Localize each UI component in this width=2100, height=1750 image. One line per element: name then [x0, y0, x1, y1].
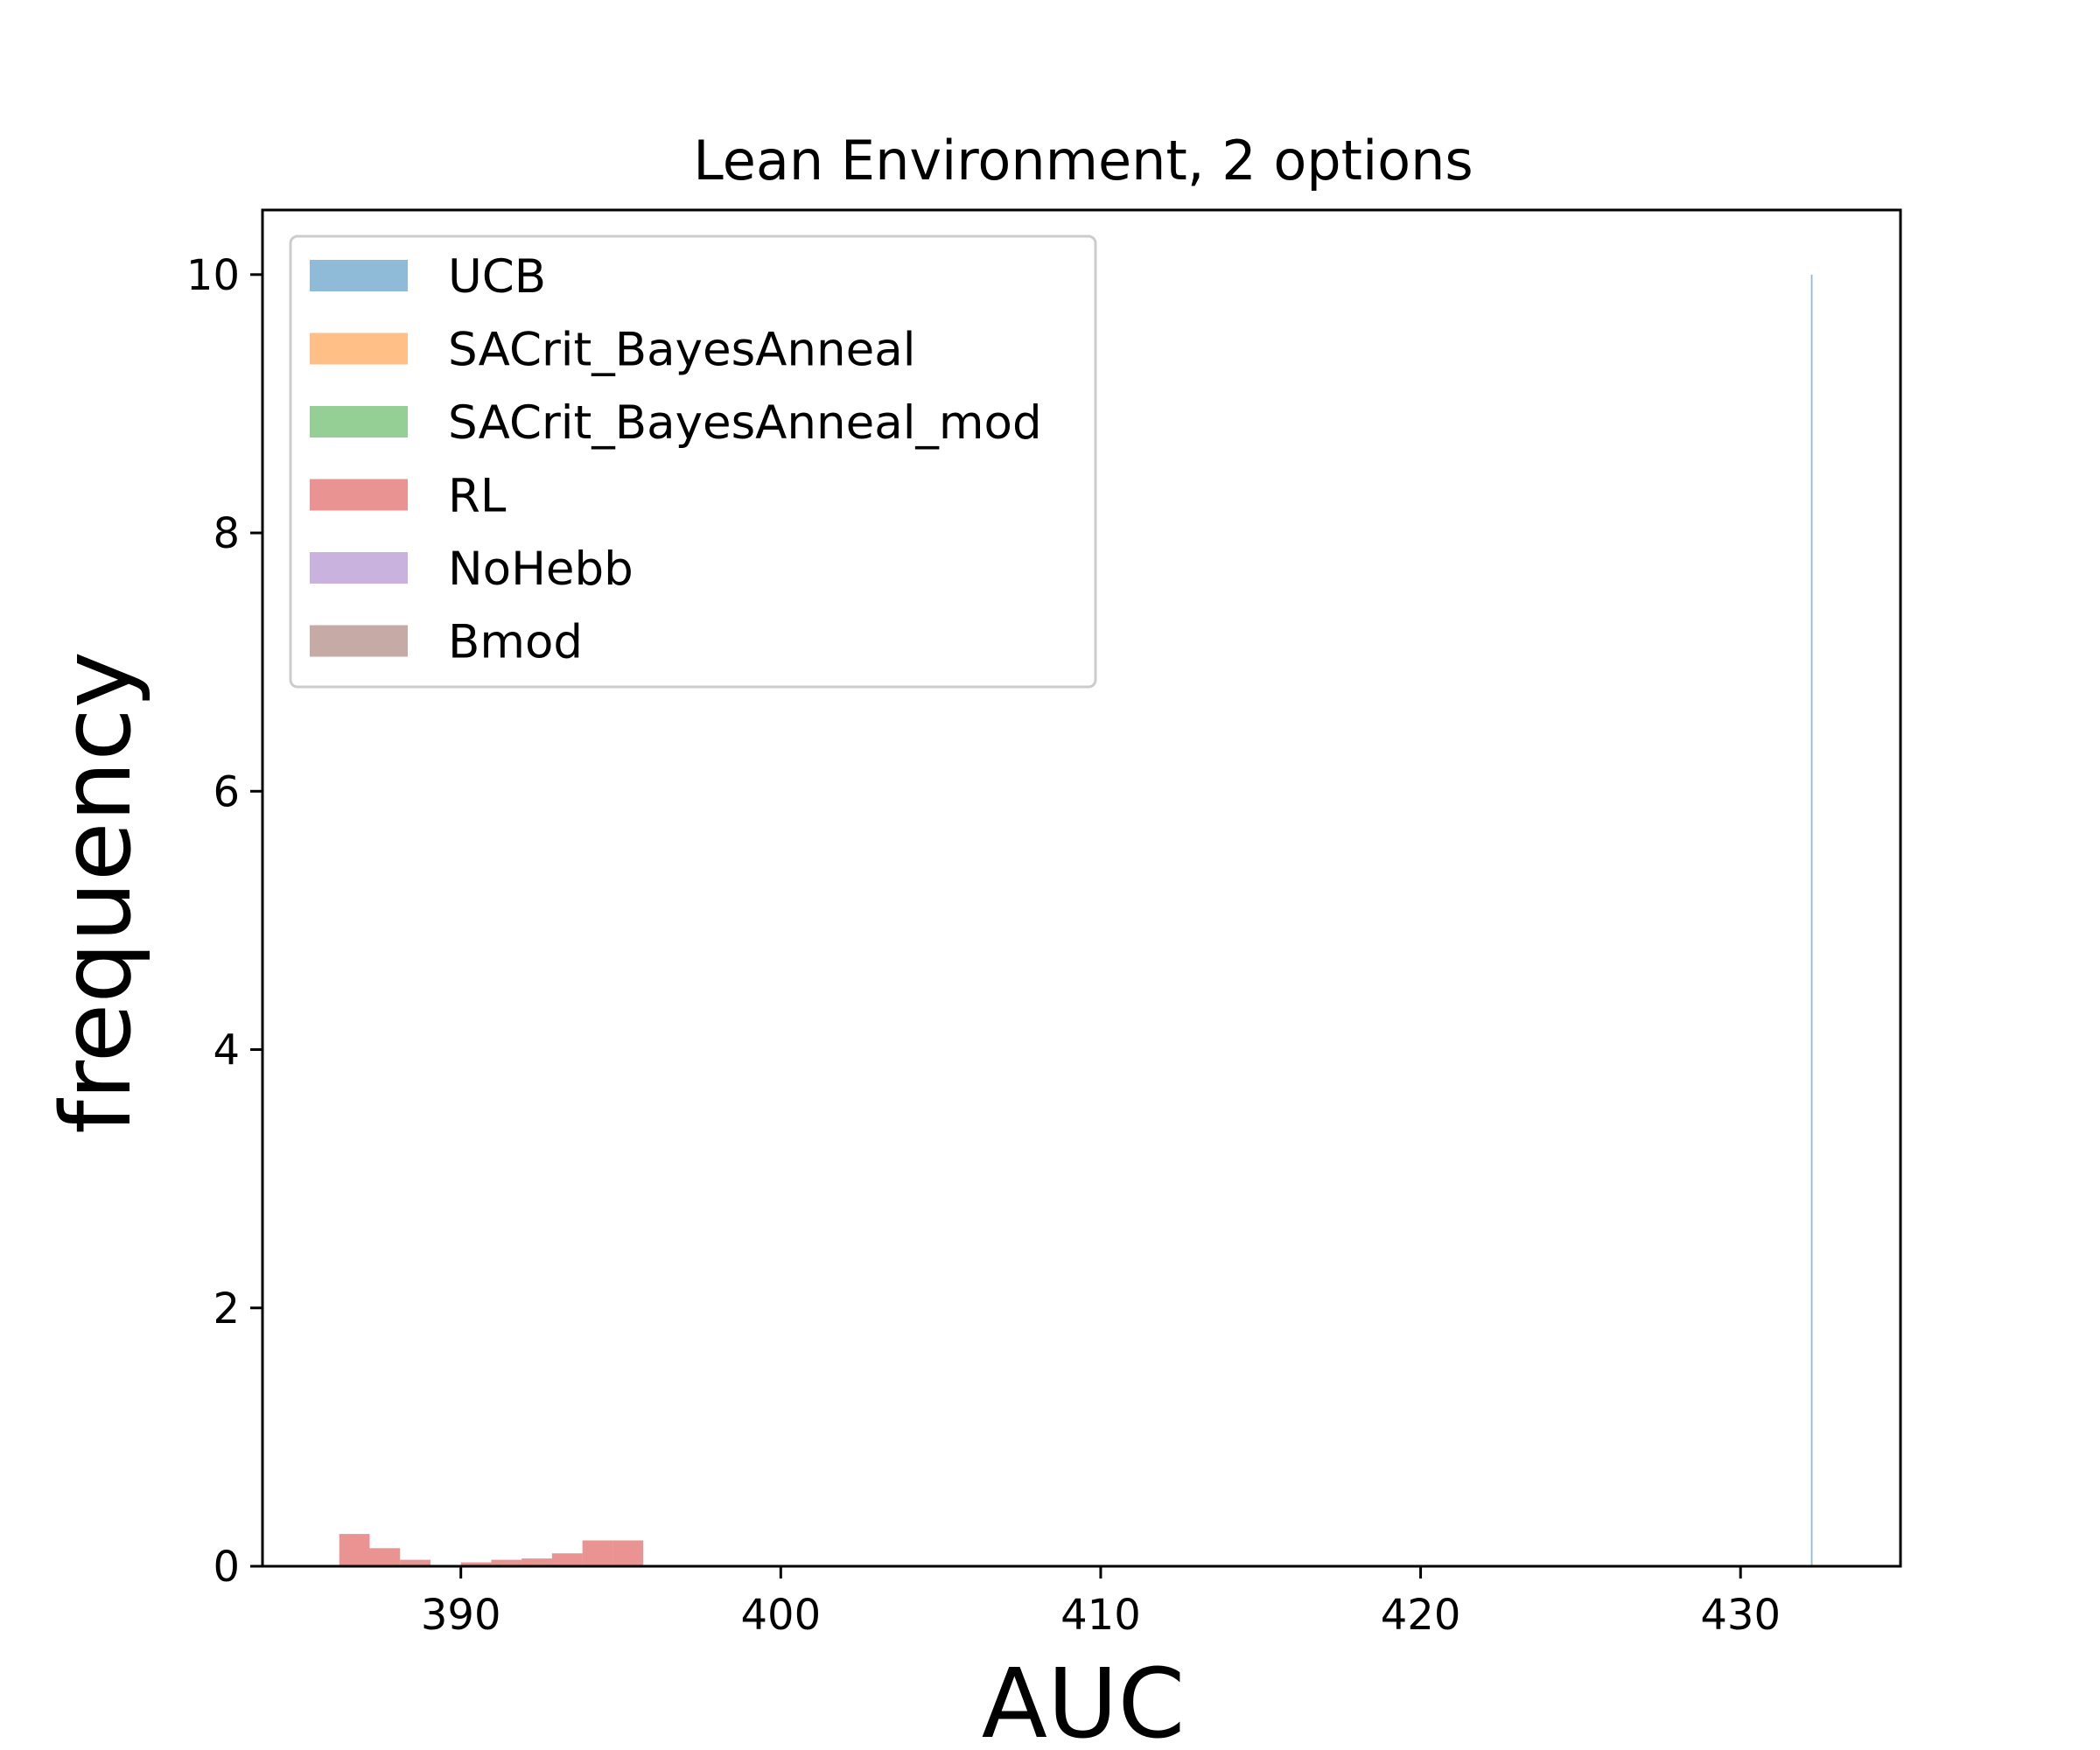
x-axis-ticks: 390 400 410 420 430: [421, 1566, 1781, 1640]
y-axis-ticks: 0 2 4 6 8 10: [186, 251, 262, 1592]
legend-swatch-bmod: [310, 625, 408, 657]
legend-swatch-sacrit-bayesanneal-mod: [310, 406, 408, 438]
legend-items: UCB SACrit_BayesAnneal SACrit_BayesAnneal_…: [310, 250, 1042, 669]
bar-rl-5: [491, 1559, 522, 1566]
legend-label-sacrit-bayesanneal-mod: SACrit_BayesAnneal_mod: [448, 396, 1042, 450]
y-tick-label-10: 10: [186, 251, 240, 300]
chart-title: Lean Environment, 2 options: [693, 129, 1473, 192]
y-tick-label-6: 6: [213, 767, 240, 816]
bar-rl-4: [460, 1562, 492, 1566]
legend-box: [289, 234, 1097, 689]
x-tick-label-410: 410: [1060, 1591, 1141, 1640]
plot-frame: [261, 208, 1902, 1568]
legend-swatch-ucb: [310, 260, 408, 291]
legend-label-ucb: UCB: [448, 250, 546, 304]
bar-ucb-0: [1810, 274, 1813, 1566]
legend-label-bmod: Bmod: [448, 616, 583, 669]
x-tick-label-420: 420: [1381, 1591, 1461, 1640]
bar-rl-2: [400, 1559, 430, 1566]
bar-rl-8: [582, 1540, 613, 1566]
legend-label-sacrit-bayesanneal: SACrit_BayesAnneal: [448, 324, 915, 377]
legend-label-rl: RL: [448, 470, 507, 523]
legend-label-nohebb: NoHebb: [448, 542, 634, 596]
x-tick-label-400: 400: [741, 1591, 822, 1640]
legend-swatch-rl: [310, 479, 408, 511]
bar-rl-9: [612, 1540, 644, 1566]
bars-layer: [339, 274, 1813, 1566]
y-tick-label-0: 0: [213, 1543, 240, 1592]
bar-rl-6: [522, 1558, 552, 1566]
legend-swatch-sacrit-bayesanneal: [310, 332, 408, 365]
bar-rl-0: [339, 1534, 370, 1566]
bar-rl-1: [369, 1548, 401, 1566]
legend-swatch-nohebb: [310, 552, 408, 584]
bar-rl-7: [551, 1553, 583, 1566]
y-tick-label-8: 8: [213, 509, 240, 558]
y-tick-label-2: 2: [213, 1284, 240, 1334]
y-tick-label-4: 4: [213, 1026, 240, 1075]
y-axis-label: frequency: [40, 651, 152, 1134]
x-tick-label-390: 390: [421, 1591, 501, 1640]
x-axis-label: AUC: [982, 1648, 1186, 1750]
x-tick-label-430: 430: [1700, 1591, 1781, 1640]
legend: UCB SACrit_BayesAnneal SACrit_BayesAnneal_…: [289, 234, 1097, 689]
